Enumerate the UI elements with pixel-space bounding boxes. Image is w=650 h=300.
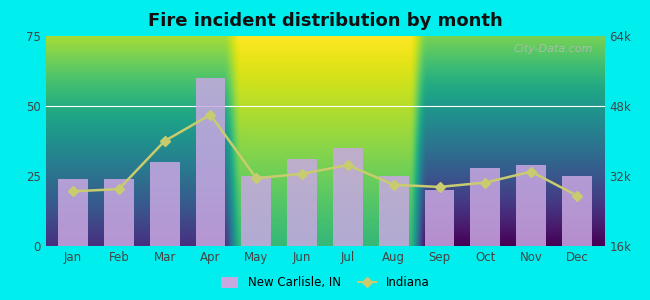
Bar: [104, 179, 134, 246]
Bar: [241, 176, 271, 246]
Bar: [424, 190, 454, 246]
Legend: New Carlisle, IN, Indiana: New Carlisle, IN, Indiana: [216, 272, 434, 294]
Bar: [516, 165, 546, 246]
Text: City-Data.com: City-Data.com: [514, 44, 593, 54]
Bar: [58, 179, 88, 246]
Bar: [150, 162, 179, 246]
Text: Fire incident distribution by month: Fire incident distribution by month: [148, 12, 502, 30]
Bar: [333, 148, 363, 246]
Bar: [287, 159, 317, 246]
Bar: [196, 78, 226, 246]
Bar: [471, 168, 500, 246]
Bar: [379, 176, 409, 246]
Bar: [562, 176, 592, 246]
